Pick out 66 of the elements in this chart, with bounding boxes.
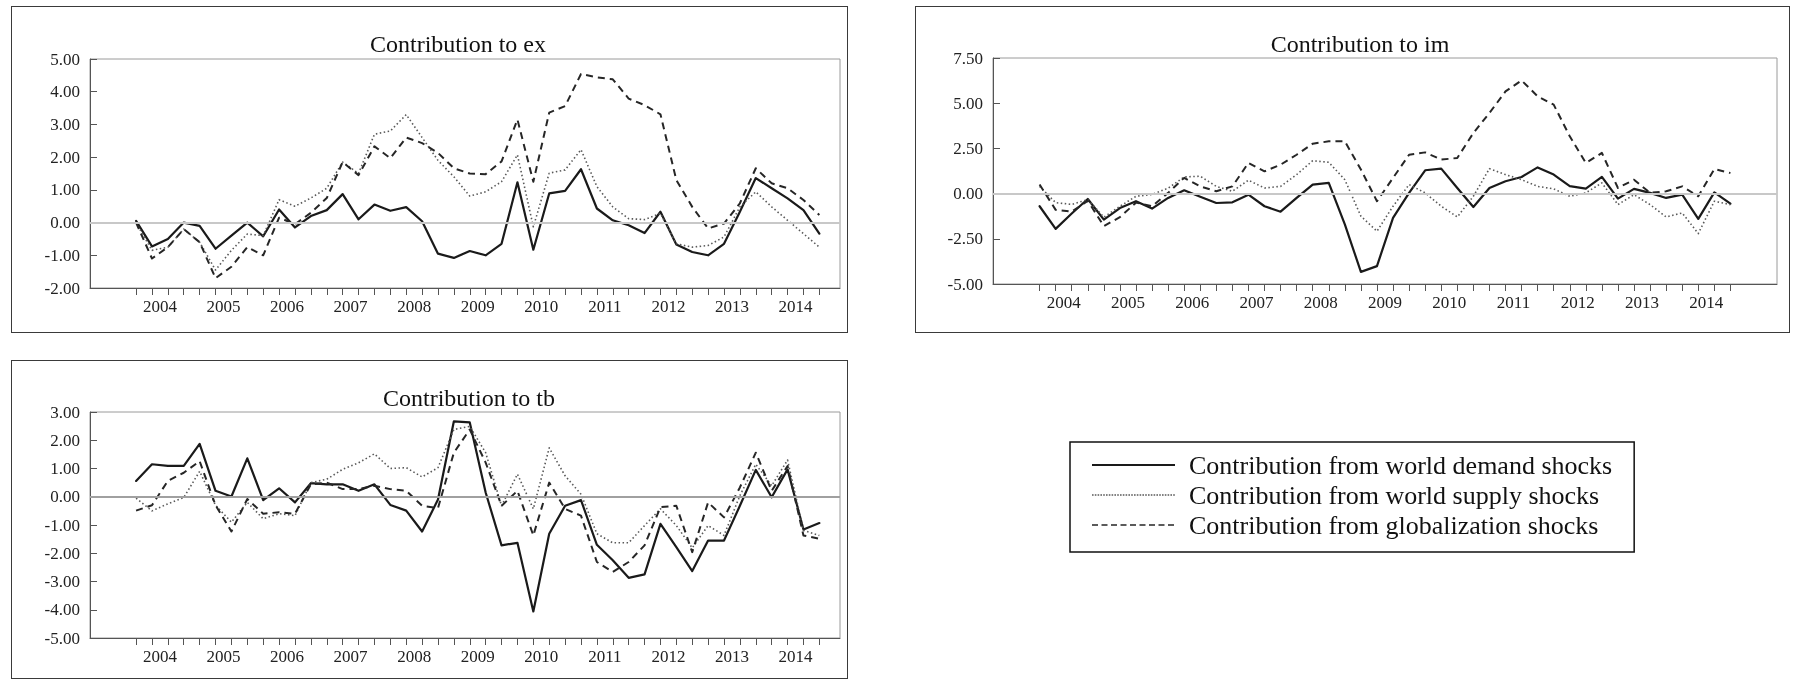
x-tick-label: 2008 (1303, 293, 1338, 312)
x-tick-label: 2005 (206, 647, 241, 666)
y-tick-label: 1.00 (50, 180, 80, 200)
x-tick-label: 2005 (1110, 293, 1145, 312)
y-tick-label: -2.50 (947, 229, 983, 249)
y-tick-label: -2.00 (44, 543, 80, 563)
x-tick-label: 2005 (206, 297, 241, 316)
x-tick-label: 2009 (460, 647, 495, 666)
legend-label: Contribution from world demand shocks (1189, 450, 1613, 480)
x-tick-label: 2013 (1625, 293, 1660, 312)
x-tick-label: 2011 (588, 297, 622, 316)
line-series (1038, 159, 1732, 235)
x-tick-label: 2007 (1239, 293, 1274, 312)
x-tick-label: 2009 (460, 297, 495, 316)
y-tick-label: 0.00 (953, 184, 983, 204)
x-tick-label: 2006 (270, 297, 305, 316)
x-tick-label: 2011 (1496, 293, 1531, 312)
x-tick-label: 2014 (778, 647, 814, 666)
y-tick-label: 2.00 (50, 147, 80, 167)
legend-label: Contribution from world supply shocks (1189, 480, 1600, 510)
line-series (135, 73, 821, 280)
legend-label: Contribution from globalization shocks (1189, 510, 1599, 540)
y-tick-label: 3.00 (50, 114, 80, 134)
line-series (134, 420, 821, 613)
x-tick-label: 2009 (1368, 293, 1402, 312)
y-tick-label: 2.50 (953, 138, 983, 158)
chart-title: Contribution to tb (382, 385, 556, 411)
x-tick-label: 2014 (778, 297, 814, 316)
x-tick-label: 2012 (1560, 293, 1595, 312)
y-tick-label: -3.00 (44, 572, 80, 591)
y-tick-label: -4.00 (44, 600, 80, 620)
y-tick-label: 2.00 (50, 430, 80, 450)
x-tick-label: 2006 (270, 647, 305, 666)
y-tick-label: 5.00 (953, 93, 983, 113)
y-tick-label: -1.00 (44, 515, 80, 535)
y-tick-label: -5.00 (44, 628, 80, 648)
x-tick-label: 2006 (1175, 293, 1210, 312)
x-tick-label: 2004 (1046, 293, 1082, 312)
x-tick-label: 2012 (651, 297, 686, 316)
x-tick-label: 2011 (588, 647, 622, 666)
y-tick-label: 1.00 (50, 459, 80, 478)
chart-title: Contribution to im (1270, 31, 1450, 57)
x-tick-label: 2008 (397, 647, 432, 666)
x-tick-label: 2007 (333, 647, 369, 666)
y-tick-label: 3.00 (50, 402, 80, 422)
x-tick-label: 2010 (524, 297, 559, 316)
x-tick-label: 2010 (1432, 293, 1467, 312)
x-tick-label: 2004 (142, 297, 178, 316)
y-tick-label: 0.00 (50, 487, 80, 507)
y-tick-label: -2.00 (44, 278, 80, 298)
x-tick-label: 2004 (142, 647, 178, 666)
y-tick-label: 5.00 (50, 49, 80, 69)
x-tick-label: 2007 (333, 297, 369, 316)
y-tick-label: -5.00 (947, 274, 983, 294)
x-tick-label: 2010 (524, 647, 559, 666)
y-tick-label: -1.00 (44, 245, 80, 265)
y-tick-label: 0.00 (50, 213, 80, 233)
x-tick-label: 2012 (651, 647, 686, 666)
chart-title: Contribution to ex (370, 31, 546, 57)
y-tick-label: 7.50 (953, 48, 983, 68)
y-tick-label: 4.00 (50, 82, 80, 102)
x-tick-label: 2014 (1689, 293, 1724, 312)
x-tick-label: 2013 (714, 647, 749, 666)
x-tick-label: 2013 (714, 297, 749, 316)
line-series (135, 425, 821, 549)
x-tick-label: 2008 (397, 297, 432, 316)
